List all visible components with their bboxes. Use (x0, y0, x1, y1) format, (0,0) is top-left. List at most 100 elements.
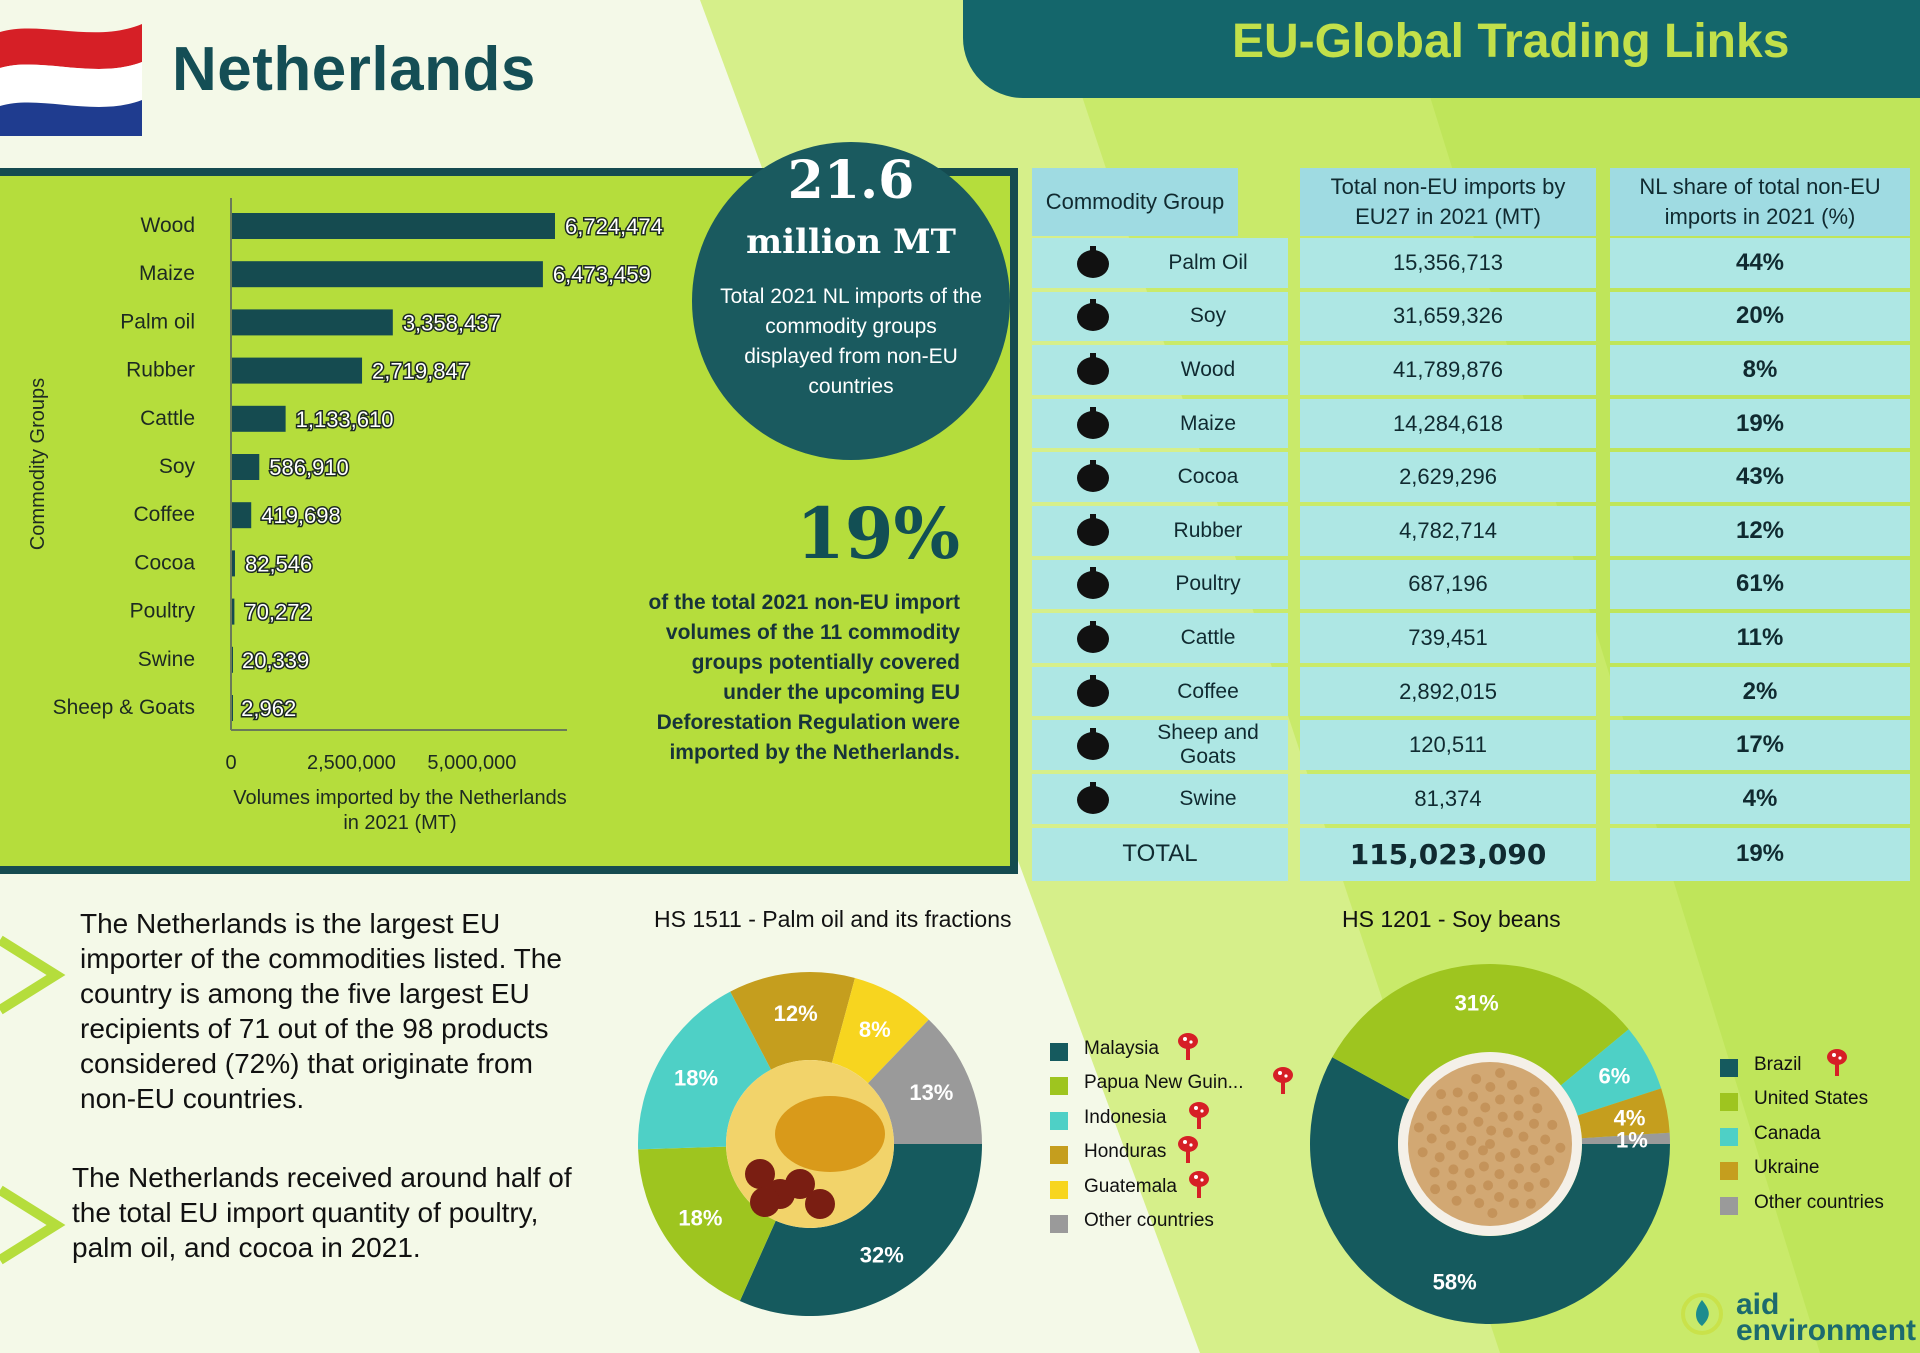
import-volumes-bar-chart: Wood 6,724,474 Maize 6,473,459 Palm oil 3,358… (27, 198, 664, 834)
legend-swatch (1720, 1162, 1738, 1181)
table-row-nl-share: 19% (1610, 398, 1910, 449)
commodity-table: Commodity Group Total non-EU imports by … (1030, 168, 1910, 882)
bar (231, 502, 252, 529)
pie-slice (1560, 1029, 1662, 1116)
maize-icon (1070, 403, 1116, 445)
table-row-nl-share: 12% (1610, 506, 1910, 556)
legend-swatch (1050, 1215, 1068, 1233)
bar-category-label: Palm oil (120, 310, 195, 333)
bar-value-label: 6,473,459 (553, 262, 651, 287)
table-row-commodity: Cocoa (1032, 452, 1288, 502)
legend-label: Other countries (1084, 1210, 1214, 1231)
table-row-eu-imports: 120,511 (1300, 720, 1596, 770)
soy-bean-icon (1514, 1163, 1525, 1174)
table-row-eu-imports: 4,782,714 (1300, 506, 1596, 556)
table-row-nl-share: 17% (1610, 720, 1910, 770)
soy-bean-icon (1448, 1164, 1459, 1175)
soy-bean-icon (1495, 1152, 1506, 1163)
commodity-name: Swine (1179, 786, 1237, 810)
commodity-name: Cattle (1180, 625, 1236, 649)
table-row-eu-imports: 31,659,326 (1300, 291, 1596, 342)
table-row-eu-imports: 687,196 (1300, 559, 1596, 610)
soy-bean-icon (1518, 1131, 1529, 1142)
bar-category-label: Wood (141, 214, 195, 237)
legend-swatch (1050, 1146, 1068, 1165)
table-row-eu-imports: 41,789,876 (1300, 345, 1596, 395)
poultry-icon (1070, 563, 1116, 605)
logo-line2: environment (1736, 1314, 1917, 1347)
pie-value-label: 18% (674, 1065, 718, 1090)
table-row-commodity: Wood (1032, 345, 1288, 395)
bar-value-label: 70,272 (244, 600, 311, 625)
legend-swatch (1050, 1077, 1068, 1096)
palm-fruit-icon (750, 1187, 780, 1217)
palm-oil-pie-chart: 32% 18% 18% 12% 8% 13% (638, 972, 982, 1316)
legend-swatch (1720, 1127, 1738, 1146)
pie-value-label: 58% (1433, 1270, 1477, 1295)
soy-bean-icon (1441, 1105, 1452, 1116)
soy-bean-icon (1487, 1208, 1498, 1219)
table-row-nl-share: 43% (1610, 452, 1910, 502)
soy-bean-icon (1452, 1087, 1463, 1098)
commodity-name: Soy (1189, 304, 1227, 328)
soy-bean-icon (1508, 1179, 1519, 1190)
cattle-icon (1070, 617, 1116, 659)
soy-bean-icon (1429, 1167, 1440, 1178)
soy-bean-icon (1417, 1147, 1428, 1158)
table-row-commodity: Rubber (1032, 506, 1288, 556)
deforestation-risk-icon (1176, 1135, 1204, 1165)
deforestation-risk-icon (1187, 1101, 1215, 1131)
soy-bean-icon (1466, 1135, 1477, 1146)
table-header-eu-imports: Total non-EU imports by EU27 in 2021 (MT… (1300, 168, 1596, 236)
pie-value-label: 1% (1616, 1128, 1648, 1153)
palm-fruit-icon (785, 1169, 815, 1199)
soy-bean-icon (1529, 1086, 1540, 1097)
deforestation-risk-icon (1176, 1032, 1204, 1062)
total-imports-value: 21.6 (787, 150, 915, 211)
bar-category-label: Rubber (126, 359, 195, 382)
table-row-commodity: Cattle (1032, 613, 1288, 663)
table-row-nl-share: 4% (1610, 774, 1910, 824)
soy-icon (1070, 295, 1116, 337)
legend-label: Ukraine (1754, 1157, 1820, 1179)
commodity-name: Poultry (1175, 572, 1241, 596)
soy-bean-icon (1510, 1148, 1521, 1159)
soy-bean-icon (1446, 1180, 1457, 1191)
logo-line1: aid (1736, 1288, 1780, 1321)
banner-title: EU-Global Trading Links (1232, 15, 1790, 68)
table-header-nl-share: NL share of total non-EU imports in 2021… (1610, 168, 1910, 236)
bar (231, 309, 393, 336)
chevron-icon (0, 1185, 66, 1265)
legend-swatch (1050, 1043, 1068, 1061)
table-row-commodity: Palm Oil (1032, 238, 1288, 288)
total-imports-circle (692, 142, 1010, 460)
nl-share-value: 19% (796, 492, 960, 575)
table-header-commodity: Commodity Group (1032, 168, 1238, 236)
coffee-icon (1070, 671, 1116, 713)
pie-value-label: 18% (678, 1206, 722, 1231)
soy-bean-icon (1451, 1195, 1462, 1206)
table-row-commodity: Soy (1032, 291, 1288, 342)
legend-label: Papua New Guin... (1084, 1072, 1244, 1094)
legend-label: Brazil (1754, 1054, 1802, 1075)
bar-category-label: Poultry (130, 600, 196, 623)
table-row-eu-imports: 739,451 (1300, 613, 1596, 663)
logo-text: aid environment (1736, 1288, 1917, 1347)
bar-value-label: 2,962 (241, 696, 296, 721)
commodity-name: Coffee (1177, 679, 1239, 703)
nl-share-description: of the total 2021 non-EU import volumes … (648, 591, 960, 764)
table-row-commodity: Swine (1032, 774, 1288, 824)
soy-bean-icon (1445, 1140, 1456, 1151)
soy-bean-icon (1477, 1145, 1488, 1156)
table-row-eu-imports: 2,629,296 (1300, 452, 1596, 502)
soy-bean-icon (1458, 1149, 1469, 1160)
legend-swatch (1720, 1059, 1738, 1077)
soy-bean-icon (1457, 1106, 1468, 1117)
legend-label: Indonesia (1084, 1106, 1167, 1128)
legend-label: Canada (1754, 1122, 1821, 1144)
bar-value-label: 2,719,847 (372, 359, 470, 384)
palm-pie-title: HS 1511 - Palm oil and its fractions (654, 906, 1012, 932)
pie-value-label: 12% (774, 1001, 818, 1026)
palm-fruit-icon (805, 1189, 835, 1219)
total-imports-description: Total 2021 NL imports of the commodity g… (720, 285, 982, 398)
